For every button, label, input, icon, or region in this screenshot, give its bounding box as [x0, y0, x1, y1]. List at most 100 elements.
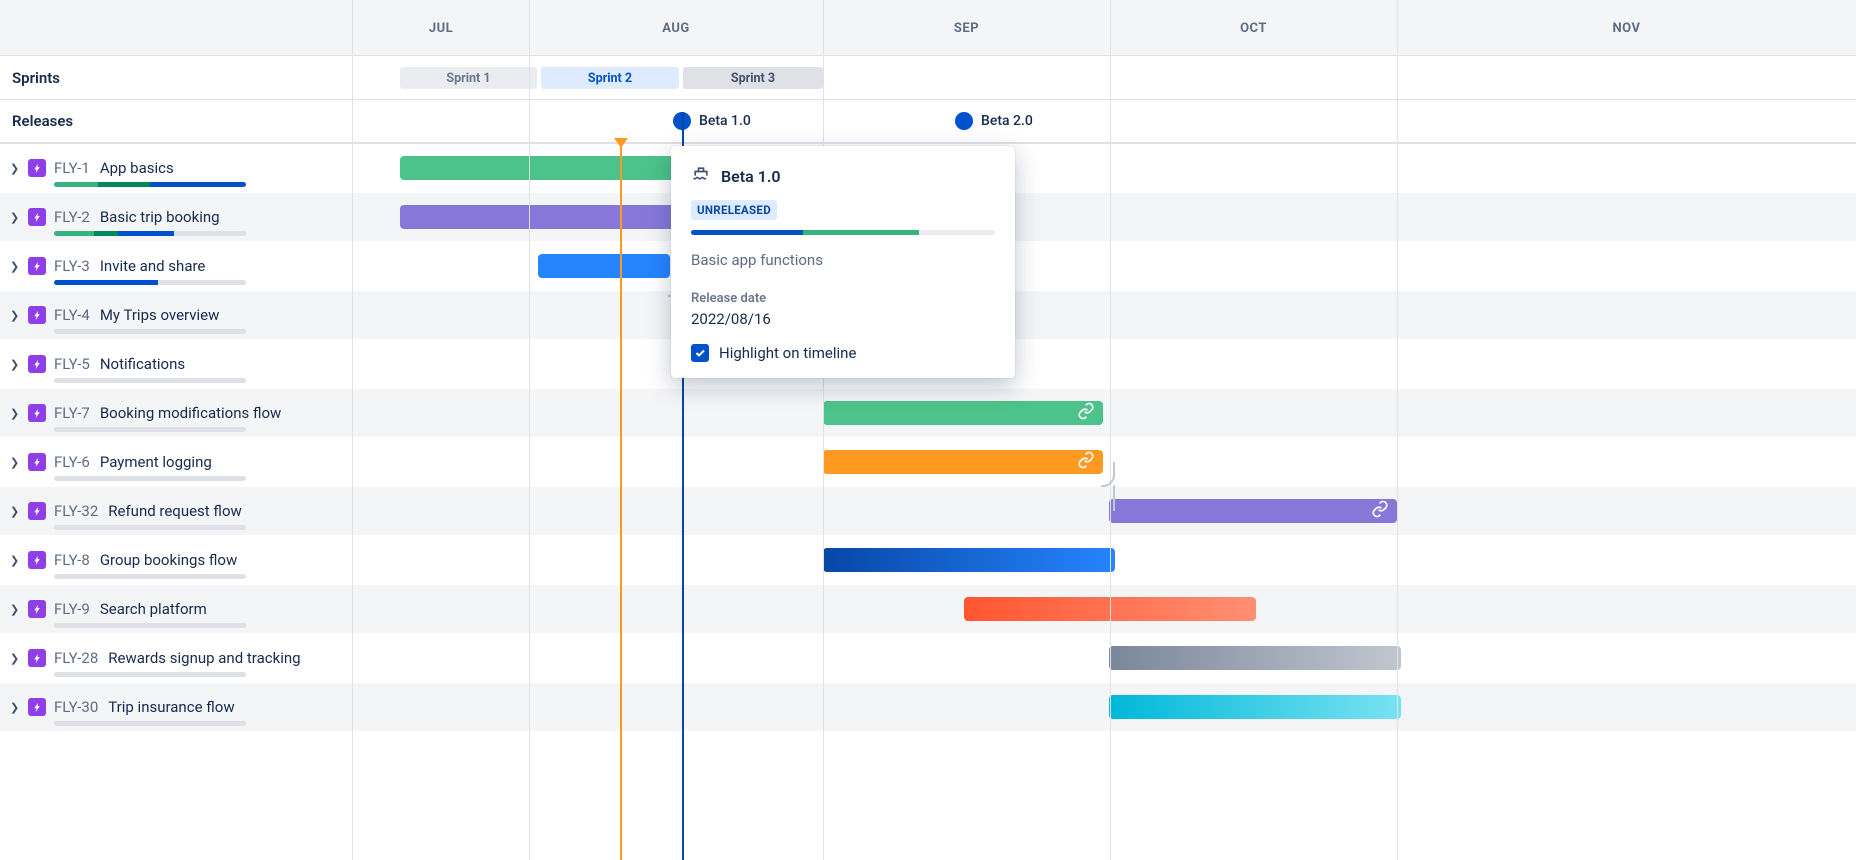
issue-progress-underbar [54, 329, 246, 334]
issue-row[interactable]: ❯ FLY-1 App basics [0, 144, 352, 193]
issue-progress-underbar [54, 476, 246, 481]
gantt-bar[interactable] [823, 401, 1103, 425]
gantt-row[interactable] [353, 585, 1856, 634]
expand-caret[interactable]: ❯ [10, 505, 22, 518]
highlight-checkbox[interactable] [691, 344, 709, 362]
release-label: Beta 2.0 [981, 113, 1033, 129]
today-line [620, 145, 622, 860]
issue-title[interactable]: Booking modifications flow [100, 404, 281, 422]
issue-title[interactable]: Search platform [100, 600, 207, 618]
issue-row[interactable]: ❯ FLY-5 Notifications [0, 340, 352, 389]
gantt-bar[interactable] [1109, 646, 1401, 670]
month-gridline [1397, 0, 1398, 860]
gantt-row[interactable] [353, 389, 1856, 438]
link-icon[interactable] [1371, 500, 1389, 522]
expand-caret[interactable]: ❯ [10, 211, 22, 224]
gantt-bar[interactable] [823, 450, 1103, 474]
issue-key[interactable]: FLY-9 [54, 600, 90, 618]
issue-key[interactable]: FLY-3 [54, 257, 90, 275]
gantt-row[interactable] [353, 144, 1856, 193]
gantt-row[interactable] [353, 193, 1856, 242]
release-marker[interactable]: Beta 2.0 [955, 112, 1033, 130]
issue-row[interactable]: ❯ FLY-2 Basic trip booking [0, 193, 352, 242]
issue-title[interactable]: My Trips overview [100, 306, 220, 324]
issue-title[interactable]: Trip insurance flow [108, 698, 234, 716]
issue-key[interactable]: FLY-8 [54, 551, 90, 569]
issue-key[interactable]: FLY-4 [54, 306, 90, 324]
issue-title[interactable]: Refund request flow [108, 502, 242, 520]
dependency-connector [1113, 485, 1115, 512]
expand-caret[interactable]: ❯ [10, 456, 22, 469]
issue-title[interactable]: Notifications [100, 355, 185, 373]
popup-description: Basic app functions [691, 251, 995, 269]
issue-key[interactable]: FLY-6 [54, 453, 90, 471]
month-gridline [1110, 0, 1111, 860]
issue-row[interactable]: ❯ FLY-7 Booking modifications flow [0, 389, 352, 438]
gantt-row[interactable] [353, 634, 1856, 683]
gantt-bar[interactable] [823, 548, 1115, 572]
gantt-row[interactable] [353, 291, 1856, 340]
issue-title[interactable]: App basics [100, 159, 174, 177]
issue-key[interactable]: FLY-2 [54, 208, 90, 226]
issue-list-panel: Sprints Releases ❯FLY-1App basics❯FLY-2B… [0, 0, 353, 860]
issue-row[interactable]: ❯ FLY-9 Search platform [0, 585, 352, 634]
gantt-row[interactable] [353, 487, 1856, 536]
expand-caret[interactable]: ❯ [10, 554, 22, 567]
popup-title: Beta 1.0 [721, 167, 781, 186]
epic-icon [28, 453, 46, 471]
issue-key[interactable]: FLY-30 [54, 698, 98, 716]
releases-header-label: Releases [0, 100, 352, 144]
sprint-pill[interactable]: Sprint 2 [541, 67, 679, 89]
issue-key[interactable]: FLY-28 [54, 649, 98, 667]
ship-icon [691, 164, 711, 188]
expand-caret[interactable]: ❯ [10, 358, 22, 371]
gantt-bar[interactable] [1109, 499, 1397, 523]
release-detail-popup: Beta 1.0 UNRELEASED Basic app functions … [671, 146, 1015, 378]
issue-row[interactable]: ❯ FLY-32 Refund request flow [0, 487, 352, 536]
popup-status-badge: UNRELEASED [691, 200, 777, 220]
issue-row[interactable]: ❯ FLY-28 Rewards signup and tracking [0, 634, 352, 683]
popup-release-date-value: 2022/08/16 [691, 310, 995, 328]
release-marker[interactable]: Beta 1.0 [673, 112, 751, 130]
month-label: JUL [353, 0, 529, 56]
issue-title[interactable]: Payment logging [100, 453, 212, 471]
epic-icon [28, 404, 46, 422]
expand-caret[interactable]: ❯ [10, 309, 22, 322]
issue-title[interactable]: Rewards signup and tracking [108, 649, 300, 667]
gantt-row[interactable] [353, 536, 1856, 585]
gantt-row[interactable] [353, 340, 1856, 389]
gantt-body[interactable] [353, 144, 1856, 732]
issue-row[interactable]: ❯ FLY-4 My Trips overview [0, 291, 352, 340]
timeline-panel[interactable]: JULAUGSEPOCTNOV Sprint 1Sprint 2Sprint 3… [353, 0, 1856, 860]
link-icon[interactable] [1077, 451, 1095, 473]
issue-key[interactable]: FLY-32 [54, 502, 98, 520]
gantt-bar[interactable] [1109, 695, 1401, 719]
issue-title[interactable]: Invite and share [100, 257, 206, 275]
issue-row[interactable]: ❯ FLY-3 Invite and share [0, 242, 352, 291]
issue-row[interactable]: ❯ FLY-6 Payment logging [0, 438, 352, 487]
epic-icon [28, 649, 46, 667]
gantt-bar[interactable] [538, 254, 670, 278]
epic-icon [28, 600, 46, 618]
expand-caret[interactable]: ❯ [10, 260, 22, 273]
sprint-pill[interactable]: Sprint 3 [683, 67, 823, 89]
sprint-pill[interactable]: Sprint 1 [400, 67, 537, 89]
issue-row[interactable]: ❯ FLY-30 Trip insurance flow [0, 683, 352, 732]
epic-icon [28, 257, 46, 275]
issue-key[interactable]: FLY-7 [54, 404, 90, 422]
expand-caret[interactable]: ❯ [10, 407, 22, 420]
expand-caret[interactable]: ❯ [10, 603, 22, 616]
issue-key[interactable]: FLY-5 [54, 355, 90, 373]
issue-title[interactable]: Basic trip booking [100, 208, 220, 226]
issue-row[interactable]: ❯ FLY-8 Group bookings flow [0, 536, 352, 585]
issue-title[interactable]: Group bookings flow [100, 551, 237, 569]
gantt-row[interactable] [353, 683, 1856, 732]
expand-caret[interactable]: ❯ [10, 652, 22, 665]
issue-key[interactable]: FLY-1 [54, 159, 90, 177]
expand-caret[interactable]: ❯ [10, 701, 22, 714]
link-icon[interactable] [1077, 402, 1095, 424]
expand-caret[interactable]: ❯ [10, 162, 22, 175]
issue-progress-underbar [54, 280, 246, 285]
gantt-row[interactable] [353, 242, 1856, 291]
issue-progress-underbar [54, 672, 246, 677]
